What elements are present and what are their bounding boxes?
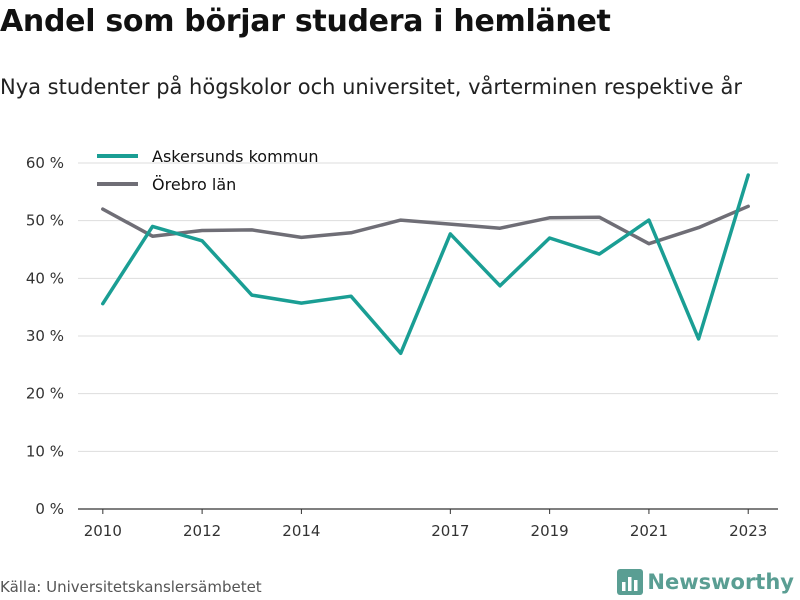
x-tick-label: 2017 xyxy=(431,522,469,540)
chart-title: Andel som börjar studera i hemlänet xyxy=(0,4,611,39)
legend-label: Örebro län xyxy=(152,175,236,194)
y-tick-label: 40 % xyxy=(26,269,64,287)
series-line xyxy=(101,204,750,246)
chart-subtitle: Nya studenter på högskolor och universit… xyxy=(0,75,742,99)
y-tick-label: 20 % xyxy=(26,385,64,403)
x-tick-label: 2010 xyxy=(84,522,122,540)
y-tick-label: 10 % xyxy=(26,442,64,460)
x-tick-label: 2021 xyxy=(630,522,668,540)
newsworthy-logo: Newsworthy xyxy=(617,569,794,595)
x-tick-label: 2023 xyxy=(729,522,767,540)
brand-name: Newsworthy xyxy=(647,570,794,594)
x-tick-label: 2014 xyxy=(282,522,320,540)
legend-label: Askersunds kommun xyxy=(152,147,319,166)
y-tick-label: 50 % xyxy=(26,212,64,230)
bar-chart-icon xyxy=(617,569,644,595)
series-line xyxy=(101,173,750,356)
source-note: Källa: Universitetskanslersämbetet xyxy=(0,578,262,596)
y-tick-label: 0 % xyxy=(35,500,64,518)
y-tick-label: 30 % xyxy=(26,327,64,345)
x-tick-label: 2012 xyxy=(183,522,221,540)
y-tick-label: 60 % xyxy=(26,154,64,172)
x-tick-label: 2019 xyxy=(531,522,569,540)
